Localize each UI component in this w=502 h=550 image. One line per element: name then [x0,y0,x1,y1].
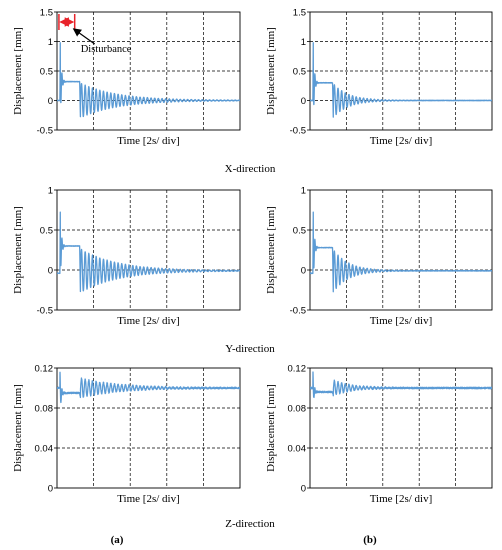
y-tick-label: 0.08 [288,404,307,415]
displacement-series [310,371,492,399]
chart-y-a: -0.5 0 0.5 1 Time [2s/ div] Displacement [mm] [12,186,241,327]
y-tick-label: 1 [301,186,306,197]
y-tick-label: -0.5 [37,306,53,317]
disturbance-pointer [72,28,96,45]
chart-z-b: 0 0.04 0.08 0.12 Time [2s/ div] Displacement … [265,364,493,505]
column-label-b: (b) [363,534,377,546]
x-axis-label: Time [2s/ div] [117,493,180,505]
y-tick-label: 0.5 [40,67,53,78]
displacement-series [57,42,240,118]
caption-z-direction: Z-direction [225,518,275,530]
y-tick-label: 0 [48,266,53,277]
y-tick-label: 0.5 [40,226,53,237]
y-tick-label: 0.12 [35,364,54,375]
y-tick-label: 0.12 [288,364,307,375]
y-tick-label: 0 [48,96,53,107]
y-axis-label: Displacement [mm] [265,384,277,472]
chart-z-a: 0 0.04 0.08 0.12 Time [2s/ div] Displacement … [12,364,241,505]
plot-frame [56,367,241,489]
caption-y-direction: Y-direction [225,343,275,355]
y-tick-label: 1 [48,37,53,48]
chart-x-b: -0.5 0 0.5 1 1.5 Time [2s/ div] Displacement [… [265,8,493,147]
y-tick-label: 0.04 [288,444,307,455]
chart-x-a: -0.5 0 0.5 1 1.5 Time [2s/ div] Displacement [… [12,8,241,147]
y-tick-label: -0.5 [290,306,306,317]
y-tick-label: 1 [48,186,53,197]
x-axis-label: Time [2s/ div] [370,135,433,147]
column-label-a: (a) [111,534,124,546]
displacement-series [310,211,492,293]
y-tick-label: 0.5 [293,67,306,78]
displacement-series [57,211,240,293]
plot-frame [309,367,493,489]
disturbance-label: Disturbance [81,44,132,55]
y-tick-label: 0 [301,484,306,495]
y-axis-label: Displacement [mm] [265,206,277,294]
x-axis-label: Time [2s/ div] [370,493,433,505]
displacement-series [57,371,240,404]
y-tick-label: 0 [48,484,53,495]
y-axis-label: Displacement [mm] [12,206,24,294]
y-axis-label: Displacement [mm] [12,384,24,472]
y-tick-label: 0 [301,96,306,107]
x-axis-label: Time [2s/ div] [117,135,180,147]
y-tick-label: 0.5 [293,226,306,237]
y-tick-label: 1.5 [293,8,306,19]
y-tick-label: 0.04 [35,444,54,455]
y-tick-label: 1.5 [40,8,53,19]
y-tick-label: -0.5 [290,126,306,137]
x-axis-label: Time [2s/ div] [370,315,433,327]
y-tick-label: -0.5 [37,126,53,137]
plot-frame [56,189,241,311]
plot-frame [309,11,493,131]
y-tick-label: 0.08 [35,404,54,415]
y-axis-label: Displacement [mm] [265,27,277,115]
plot-frame [309,189,493,311]
plot-frame [56,11,241,131]
y-tick-label: 1 [301,37,306,48]
chart-y-b: -0.5 0 0.5 1 Time [2s/ div] Displacement [mm] [265,186,493,327]
y-tick-label: 0 [301,266,306,277]
y-axis-label: Displacement [mm] [12,27,24,115]
displacement-series [310,42,492,118]
caption-x-direction: X-direction [225,163,276,175]
x-axis-label: Time [2s/ div] [117,315,180,327]
